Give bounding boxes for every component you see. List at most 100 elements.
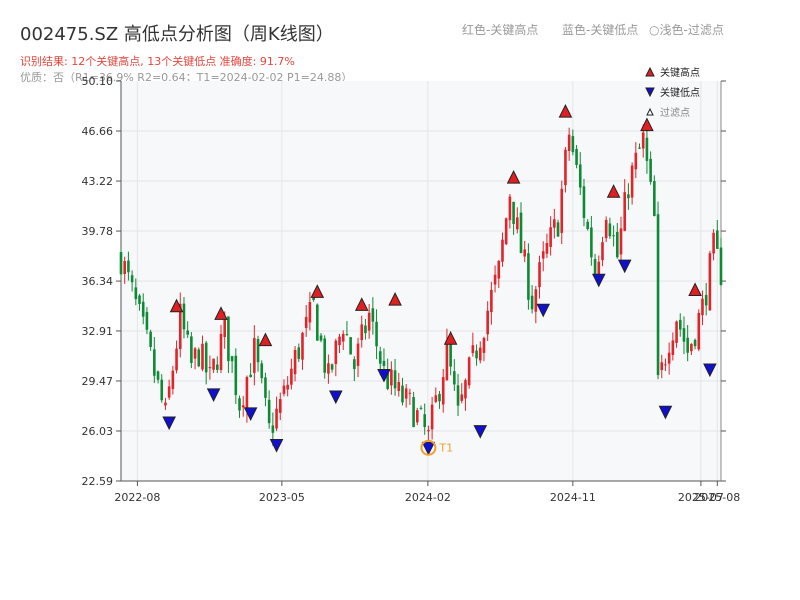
candle-body	[201, 343, 204, 370]
key-high-marker	[640, 117, 654, 132]
candle-body	[419, 407, 423, 409]
candle-body	[578, 164, 582, 188]
candle-body	[208, 367, 212, 369]
y-tick-label: 29.47	[82, 375, 114, 388]
candle-body	[571, 136, 575, 153]
candle-body	[275, 408, 278, 429]
candle-body	[267, 399, 271, 424]
y-tick-label: 22.59	[82, 475, 114, 488]
legend-label-low: 关键低点	[660, 86, 700, 99]
candle-body	[590, 227, 593, 258]
candle-body	[453, 371, 456, 385]
candle-body	[282, 385, 286, 394]
legend-text-blue-low: 蓝色-关键低点	[562, 23, 639, 37]
candle-body	[630, 165, 634, 198]
candle-body	[304, 316, 308, 328]
candle-body	[167, 386, 171, 398]
candle-body	[271, 425, 275, 433]
legend-marker-low	[645, 87, 655, 98]
y-tick-label: 39.78	[82, 225, 114, 238]
candle-body	[164, 402, 167, 406]
candle-body	[341, 333, 345, 342]
key-low-marker	[617, 259, 632, 274]
candle-body	[690, 343, 693, 352]
candle-body	[353, 359, 356, 370]
candle-body	[560, 188, 564, 233]
candle-body	[430, 404, 434, 430]
candle-body	[297, 347, 301, 359]
candle-body	[156, 371, 160, 380]
candle-body	[464, 380, 467, 399]
candle-body	[712, 232, 715, 254]
candle-body	[134, 287, 138, 300]
candle-body	[627, 194, 630, 199]
candle-body	[397, 382, 401, 392]
legend-text-filtered: ○浅色-过滤点	[649, 21, 724, 38]
candle-body	[145, 311, 149, 330]
x-tick-label: 2025-08	[694, 491, 740, 504]
candle-body	[434, 395, 438, 402]
legend-circle-icon: ○	[649, 23, 660, 37]
candle-body	[130, 275, 134, 283]
candle-body	[708, 253, 712, 311]
key-high-marker	[310, 284, 325, 298]
candle-body	[153, 349, 156, 376]
candle-body	[245, 376, 249, 411]
candle-body	[682, 328, 686, 342]
candle-body	[175, 348, 178, 371]
candle-body	[478, 347, 482, 361]
candle-body	[460, 394, 464, 401]
candle-body	[438, 393, 441, 402]
candle-body	[534, 289, 538, 312]
candle-body	[356, 343, 360, 366]
candle-body	[593, 259, 597, 276]
candle-body	[604, 220, 608, 239]
candle-body	[253, 338, 256, 373]
candle-body	[656, 214, 660, 376]
candle-body	[293, 349, 297, 375]
key-high-marker	[606, 184, 621, 198]
candle-body	[119, 252, 123, 275]
quality-info: 优质：否（R1=36.9% R2=0.64；T1=2024-02-02 P1=2…	[20, 71, 353, 84]
candle-body	[601, 242, 604, 261]
candle-body	[323, 338, 327, 373]
candle-body	[401, 385, 404, 403]
candle-body	[219, 333, 223, 371]
key-high-marker	[388, 291, 402, 306]
chart-title: 002475.SZ 高低点分析图（周K线图）	[20, 24, 334, 45]
candle-body	[449, 341, 452, 367]
candle-body	[567, 134, 571, 151]
key-low-marker	[162, 416, 176, 431]
candle-body	[541, 251, 545, 259]
candle-body	[649, 158, 652, 182]
key-low-marker	[536, 303, 551, 318]
candle-body	[582, 186, 586, 218]
candle-body	[178, 303, 182, 350]
candle-body	[586, 221, 589, 230]
candle-body	[575, 148, 578, 166]
candle-body	[378, 351, 382, 364]
legend-text-filtered-label: 浅色-过滤点	[659, 23, 724, 37]
candle-body	[286, 384, 289, 390]
candle-body	[264, 377, 267, 398]
candle-body	[527, 253, 530, 300]
x-tick-label: 2022-08	[114, 491, 160, 504]
candle-body	[212, 358, 215, 370]
key-low-marker	[243, 407, 258, 421]
candle-body	[241, 405, 245, 408]
y-tick-label: 26.03	[82, 425, 114, 438]
result-subtitle: 识别结果: 12个关键高点, 13个关键低点 准确度: 91.7%	[20, 55, 295, 68]
candle-body	[523, 249, 527, 257]
candle-body	[190, 336, 193, 363]
candle-body	[719, 247, 723, 285]
candle-body	[423, 414, 427, 428]
candle-body	[312, 297, 315, 301]
candle-body	[704, 294, 708, 306]
candle-body	[471, 345, 475, 354]
candle-body	[123, 261, 127, 275]
candle-body	[634, 152, 638, 170]
candle-body	[367, 312, 371, 331]
candle-body	[238, 398, 241, 411]
x-tick-label: 2024-02	[405, 491, 451, 504]
